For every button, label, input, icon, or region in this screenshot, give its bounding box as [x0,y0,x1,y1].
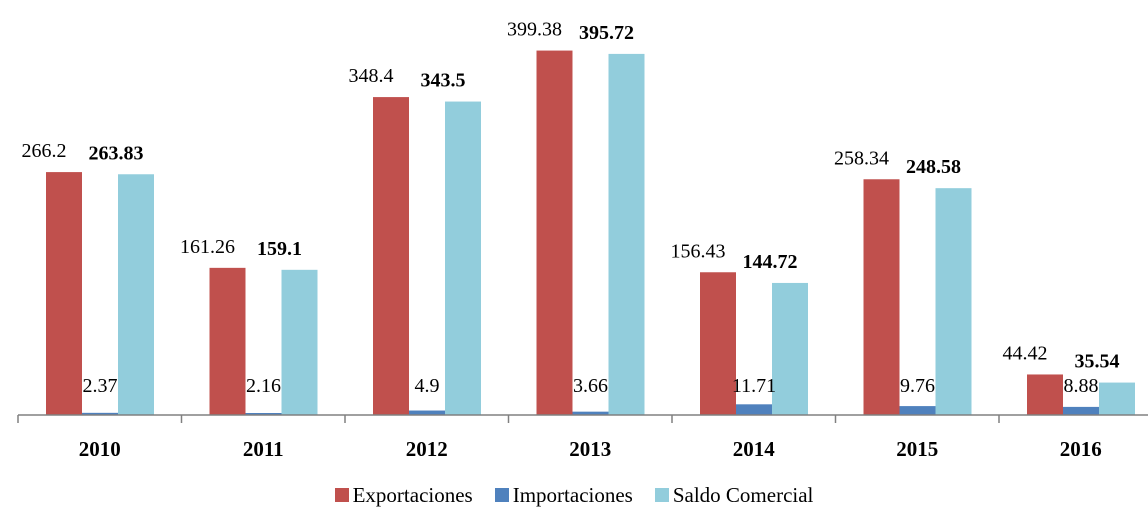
bar-saldo-comercial-2012 [445,101,481,416]
legend-swatch-exportaciones [334,488,349,502]
data-label-exportaciones-2016: 44.42 [1003,342,1048,364]
x-axis-ticks [17,415,1000,423]
legend-item-importaciones: Importaciones [494,482,633,508]
x-tick-label-2012: 2012 [406,437,448,461]
data-labels-layer: 266.2 2.37 263.83 161.26 2.16 159.1 348.4 4.9 34… [22,19,1120,397]
bar-exportaciones-2011 [209,267,246,415]
data-label-importaciones-2011: 2.16 [246,375,281,397]
data-label-saldo-comercial-2013: 395.72 [579,22,634,44]
bar-importaciones-2011 [245,413,282,415]
bar-importaciones-2013 [572,411,609,415]
bar-exportaciones-2015 [863,179,900,415]
legend-label-exportaciones: Exportaciones [352,482,473,507]
bar-exportaciones-2016 [1027,374,1063,415]
data-label-exportaciones-2010: 266.2 [22,140,67,162]
bar-saldo-comercial-2011 [281,269,318,415]
data-label-exportaciones-2012: 348.4 [349,65,394,87]
legend-label-importaciones: Importaciones [512,482,633,507]
legend-swatch-importaciones [494,488,509,502]
bar-saldo-comercial-2014 [772,282,808,415]
bar-saldo-comercial-2015 [935,188,972,415]
bar-saldo-comercial-2010 [118,174,154,415]
bar-exportaciones-2014 [700,272,736,415]
legend-label-saldo-comercial: Saldo Comercial [672,482,814,507]
data-label-saldo-comercial-2014: 144.72 [743,251,798,273]
x-tick-label-2013: 2013 [569,437,611,461]
bar-saldo-comercial-2013 [608,53,645,416]
bar-importaciones-2010 [82,412,118,415]
data-label-importaciones-2016: 8.88 [1064,375,1099,397]
data-label-importaciones-2014: 11.71 [732,375,776,397]
x-tick-label-2011: 2011 [243,437,284,461]
data-label-exportaciones-2011: 161.26 [180,236,235,258]
data-label-importaciones-2015: 9.76 [900,375,935,397]
data-label-saldo-comercial-2016: 35.54 [1075,351,1120,373]
data-label-exportaciones-2013: 399.38 [507,19,562,41]
legend: Exportaciones Importaciones Saldo Comerc… [0,478,1148,512]
data-label-importaciones-2010: 2.37 [83,375,118,397]
data-label-exportaciones-2015: 258.34 [834,147,889,169]
data-label-saldo-comercial-2010: 263.83 [89,142,144,164]
data-label-saldo-comercial-2015: 248.58 [906,156,961,178]
x-tick-label-2015: 2015 [896,437,938,461]
bar-saldo-comercial-2016 [1099,382,1135,415]
bar-importaciones-2012 [409,410,445,415]
x-tick-label-2010: 2010 [79,437,121,461]
bar-exportaciones-2012 [373,97,409,416]
data-label-importaciones-2013: 3.66 [573,375,608,397]
legend-item-saldo-comercial: Saldo Comercial [654,482,814,508]
legend-swatch-saldo-comercial [654,488,669,502]
data-label-saldo-comercial-2012: 343.5 [421,70,466,92]
x-axis-tick-labels: 2010 2011 2012 2013 2014 2015 2016 [79,437,1102,461]
bar-exportaciones-2010 [46,172,82,415]
bars-layer [46,50,1135,416]
bar-importaciones-2016 [1063,406,1099,415]
data-label-exportaciones-2014: 156.43 [671,240,726,262]
legend-item-exportaciones: Exportaciones [334,482,473,508]
x-tick-label-2016: 2016 [1060,437,1102,461]
x-tick-label-2014: 2014 [733,437,776,461]
data-label-saldo-comercial-2011: 159.1 [257,238,302,260]
bar-importaciones-2015 [899,406,936,415]
bar-exportaciones-2013 [536,50,573,416]
bar-importaciones-2014 [736,404,772,415]
data-label-importaciones-2012: 4.9 [415,375,440,397]
